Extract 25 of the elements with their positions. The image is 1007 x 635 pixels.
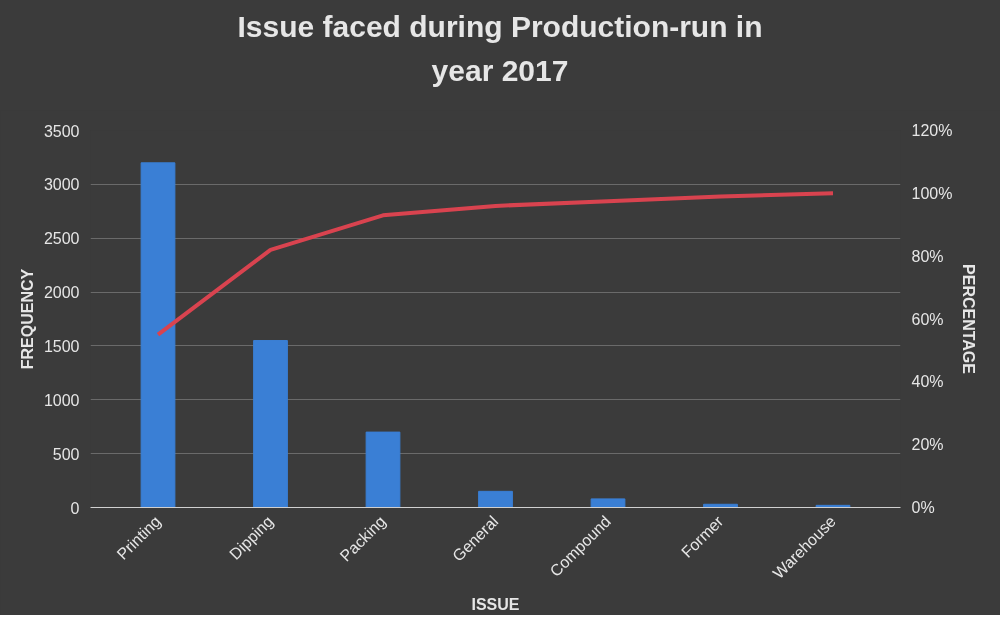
y2-tick-label: 0%	[911, 499, 935, 516]
bar	[253, 340, 288, 508]
y2-tick-label: 80%	[911, 247, 944, 265]
bar	[140, 162, 176, 508]
y2-tick-label: 120%	[911, 122, 953, 139]
y-tick-label: 1000	[43, 391, 80, 409]
line-series	[156, 191, 835, 337]
y2-tick-label: 100%	[911, 184, 953, 202]
y2-tick-label: 20%	[911, 436, 944, 454]
y2-tick-label: 60%	[911, 310, 944, 328]
y-tick-label: 3500	[43, 122, 80, 140]
bar	[478, 490, 513, 508]
chart-title: Issue faced during Production-run in year 2017	[236, 9, 764, 89]
y-tick-label: 2000	[43, 284, 80, 302]
y-tick-label: 3000	[43, 176, 80, 194]
y-tick-label: 1500	[43, 337, 80, 355]
y-tick-label: 500	[52, 445, 80, 463]
bar	[365, 431, 401, 508]
y2-axis-title: PERCENTAGE	[960, 264, 978, 375]
x-axis-title: ISSUE	[471, 595, 520, 613]
bar	[590, 498, 626, 508]
y2-tick-label: 40%	[911, 373, 944, 391]
y-axis-title: FREQUENCY	[18, 268, 36, 370]
y-tick-label: 2500	[43, 230, 80, 248]
y-tick-label: 0	[70, 499, 80, 517]
